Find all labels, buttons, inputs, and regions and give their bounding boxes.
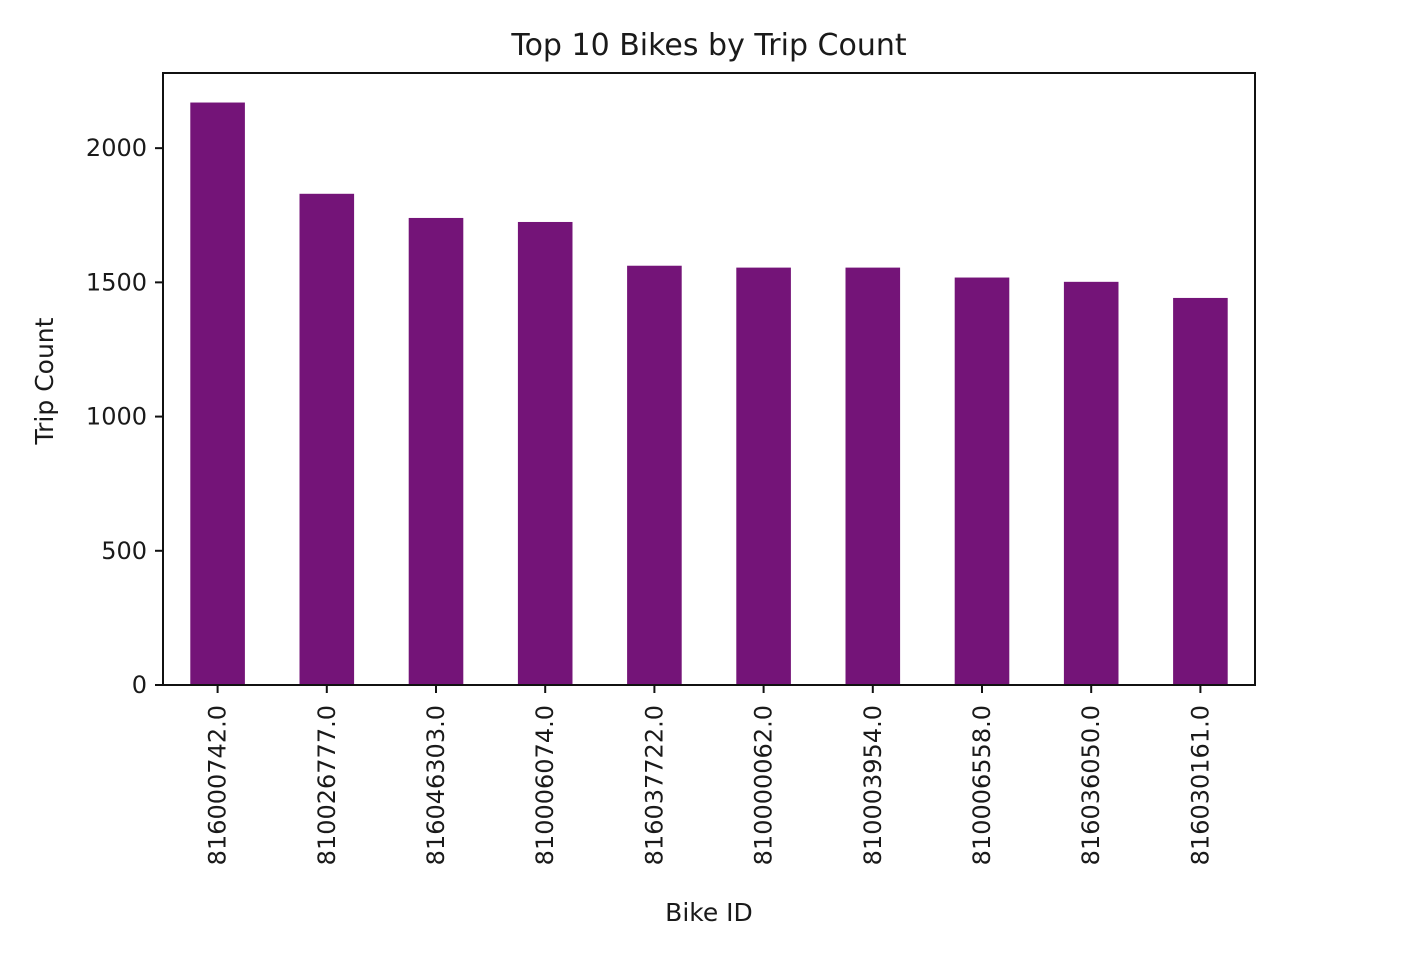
x-tick-label: 816037722.0 (640, 705, 668, 865)
x-axis-label: Bike ID (665, 898, 753, 927)
x-axis: 816000742.0 810026777.0 816046303.0 8100060… (204, 685, 1214, 865)
y-tick-label: 0 (132, 671, 147, 699)
x-tick-label: 810006558.0 (968, 705, 996, 865)
x-tick-label: 810006074.0 (531, 705, 559, 865)
chart-title: Top 10 Bikes by Trip Count (510, 28, 907, 63)
bar-0 (190, 102, 245, 685)
y-axis-label: Trip Count (30, 317, 59, 445)
x-tick-label: 816046303.0 (422, 705, 450, 865)
y-axis: 0 500 1000 1500 2000 (86, 134, 163, 699)
bar-3 (517, 221, 573, 685)
x-tick-label: 810000062.0 (750, 705, 778, 865)
y-tick-label: 1000 (86, 403, 147, 431)
x-tick-label: 810003954.0 (859, 705, 887, 865)
bar-6 (845, 267, 901, 685)
bar-9 (1173, 297, 1228, 685)
bar-8 (1063, 281, 1119, 685)
bar-2 (408, 217, 464, 685)
bars-layer (190, 102, 1228, 686)
bar-4 (627, 265, 682, 685)
y-tick-label: 1500 (86, 268, 147, 296)
x-tick-label: 810026777.0 (313, 705, 341, 865)
y-tick-label: 500 (101, 537, 147, 565)
plot-frame (162, 72, 1256, 686)
bar-7 (954, 277, 1010, 685)
x-tick-label: 816030161.0 (1186, 705, 1214, 865)
y-tick-label: 2000 (86, 134, 147, 162)
bar-5 (736, 267, 791, 685)
x-tick-label: 816000742.0 (204, 705, 232, 865)
x-tick-label: 816036050.0 (1077, 705, 1105, 865)
bar-1 (299, 193, 355, 686)
